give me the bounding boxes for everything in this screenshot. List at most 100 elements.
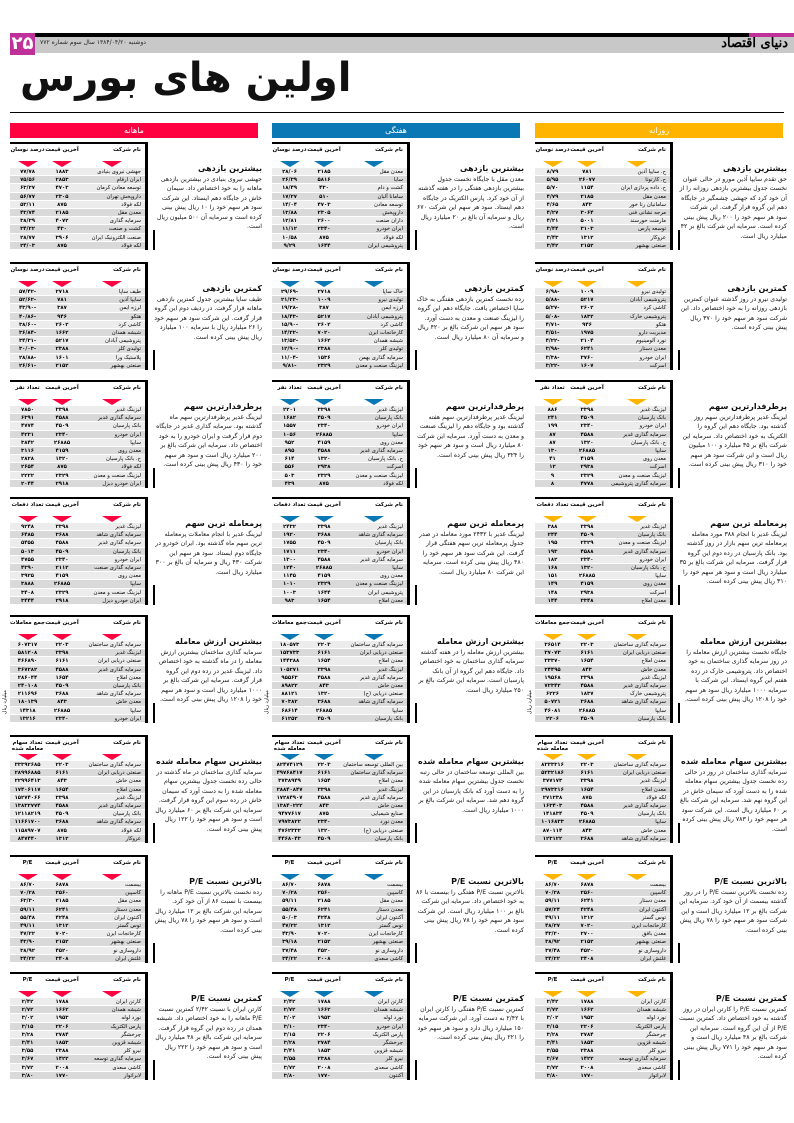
last-price: ۱۷۸۸ [580,999,594,1005]
table-row: پارس الکتریک ۲۲۰۶ ۳/۱۵ [10,1022,145,1031]
table-row: لکه فولاد ۸۷۵ ۱۰/۵۸ [272,233,407,242]
stat-panel: نام شرکت آخرین قیمت تعداد نفر لیزینگ غدیر ۳۳… [10,380,262,492]
table-row: هتکو ۹۴۶ -۴/۷۱ [535,320,670,329]
stat-value: ۶۲۲۶ [546,691,559,698]
table-row: لکه فولاد ۸۷۵ ۲۷۱۲۳۸ [535,793,670,802]
arrow-down-icon [627,634,647,640]
company-name: ح. کارتوتا [645,177,666,184]
company-name: سرمایه گذاری بهمن [359,354,403,361]
stat-table: نام شرکت آخرین قیمت P/E بیسمت ۶۸۷۸ ۸۶/۷۰ کاسپی… [272,855,410,963]
table-row: توسعه پارس ۳۱۰۳ ۳/۴۴ [535,225,670,234]
company-name: کشت و صنعت [108,226,141,233]
table-row: ح. بانک پارسیان ۱۳۲۰ ۲۸۲۸ [10,455,145,464]
last-price: ۲۶۸۸۵ [578,707,596,714]
table-row: بانک پارسیان ۴۵۰۹ ۱۷۵۵ [272,539,407,548]
company-name: لکه فولاد [121,242,141,249]
stat-value: ۳۶۷۲۸۲ [17,666,38,673]
page-number: ۲۵ [10,33,35,55]
stat-value: ۵۵۶ [284,464,295,471]
last-price: ۶۱۶۱ [55,658,69,665]
panel-title: کمترین نسبت P/E [715,994,787,1003]
company-name: اسرکت [649,464,666,471]
table-row: بانک پارسیان ۴۵۰۹ ۲۴۰۱۰۸ [10,681,145,691]
stat-value: ۷۵/۵۶ [20,177,35,184]
last-price: ۲۲۰۳ [580,762,594,768]
stat-value: ۳۴۴۴ [21,597,34,604]
stat-value: -۵۷/۴۲ [18,289,37,295]
last-price: ۱۶۴۴ [317,589,331,596]
company-name: معدن خاش [377,802,403,809]
table-row: عروکار ۱۳۱۲ ۸۴۷۴۴۰ [10,834,145,843]
column-heading: درصد نوسان [535,264,570,288]
stat-value: ۲۴۱ [547,415,558,422]
stat-panel: نام شرکت آخرین قیمت درصد نوسان طیف ساپا ۲۷۱۸… [10,262,262,374]
table-row: سرمایه گذاری غدیر ۴۵۸۸ ۱۳۸۳۲۷۷۴ [10,801,145,811]
table-row: پتروشیمی آبادان ۵۲۱۷ -۳۴/۳۱ [10,337,145,346]
table-row: اسرکت ۱۶۰۷ -۳/۲۲ [535,361,670,370]
stat-value: ۵/۷۰ [546,185,559,192]
stat-panel: نام شرکت آخرین قیمت تعداد سهام معامله شده س… [10,735,262,847]
last-price: ۶۲۴۱ [55,906,69,913]
arrow-down-icon [542,634,563,640]
last-price: ۱۷۸۸ [55,999,69,1005]
stat-value: ۳/۶۷ [21,1056,34,1063]
table-row: صنعتی بهشهر ۲۱۵۲ -۲۶/۶۱ [10,361,145,370]
table-row: سرمایه گذاری غدیر ۴۵۸۸ ۵۴۵۵ [10,539,145,548]
company-name: پتروشیمی آبادان [629,297,666,304]
company-name: معدن دستار [114,906,141,913]
last-price: ۴۵۰۹ [317,715,331,722]
table-row: ح. داده پردازی ایران ۱۱۵۴ ۵/۷۰ [535,184,670,193]
panel-title: بیشترین ارزش معامله [700,637,787,646]
arrow-down-icon [102,399,122,405]
last-price: ۸۷۵ [57,827,67,834]
stat-value: ۴/۲۷ [546,209,559,216]
company-name: داروپخش تهران [106,193,141,200]
stat-value: ۱۷/۲۷ [282,193,297,200]
panel-title: بالاترین نسبت P/E [714,877,787,886]
stat-value: ۶۴۸۵ [21,532,34,539]
table-row: کارخانجات ایرن ۷۰۲۰ -۱۴/۲۲ [272,328,407,338]
company-name: پارس الکتریک [110,1023,141,1030]
table-row: سرمایه گذاری غدیر ۴۵۸۸ ۱۹۳ [535,547,670,556]
table-row: لکه فولاد ۸۷۵ ۴۳۹ [272,479,407,488]
company-name: سرمایه گذاری غدیر [623,548,666,555]
company-name: غلتش ایران [640,955,666,962]
company-name: لیزینگ صنعت و معدن [93,589,141,596]
last-price: ۲۲۰۳ [580,642,594,648]
last-price: ۴۱۵۹ [55,447,69,454]
table-header: نام شرکت آخرین قیمت تعداد سهام معامله شده [272,737,407,761]
company-name: سرمایه گذاری [109,218,141,225]
last-price: ۲۱۰۴ [580,338,594,345]
table-row: سرمایه گذاری شاهد ۳۶۸۸ ۲۱۱۶۹۶ [10,690,145,699]
stat-table: نام شرکت آخرین قیمت تعداد سهام معامله شده س… [535,735,673,843]
stat-value: ۸۶/۷۰ [20,882,35,888]
stat-value: ۳/۱۵ [283,1031,296,1038]
stat-value: -۵/۸۸ [545,297,560,304]
table-row: سامانا آلبان ۵۱۰ ۱۷/۲۷ [272,192,407,201]
company-name: سرمایه گذاری شاهد [96,819,141,826]
table-row: ایران خودرو ۲۳۴۰ ۴۲۳۱ [10,430,145,439]
stat-value: ۴۷۶۲۳۳۲ [278,827,301,834]
column-heading: نام شرکت [604,382,670,406]
stat-value: ۱۲۱۱۸۲۱۹ [14,811,41,818]
table-row: داروپخش ۲۳۰۵ ۱۳/۸۸ [272,208,407,218]
company-name: ح. سایپا آذین [637,169,666,175]
divider [153,468,155,488]
stat-value: ۱۰/۵۸ [282,234,297,241]
last-price: ۱۸۵۳ [55,1039,69,1046]
divider [415,230,417,250]
panel-text: جایگاه نخست بیشترین ارزش معامله را در رو… [684,648,787,704]
panel-title: پرمعامله ترین سهم [447,519,524,528]
divider [678,823,680,843]
arrow-down-icon [577,991,597,997]
panel-description: بیشترین بازدهی معدن مقل با جایگاه نخست جد… [416,164,524,232]
company-name: سرمایه گذاری شاهد [96,691,141,698]
table-row: معدن مقل ۲۱۸۵ ۶۳/۳۰ [10,897,145,906]
stat-value: ۹/۲۹ [283,242,296,249]
stat-value: ۱۴۸ [547,589,558,596]
company-name: سرمایه گذاری غدیر [360,556,403,563]
company-name: کارتن ایران [640,999,666,1005]
last-price: ۱۳۱۲ [55,922,69,929]
company-name: لکه فولاد [121,464,141,471]
company-name: سایپا [655,573,666,580]
